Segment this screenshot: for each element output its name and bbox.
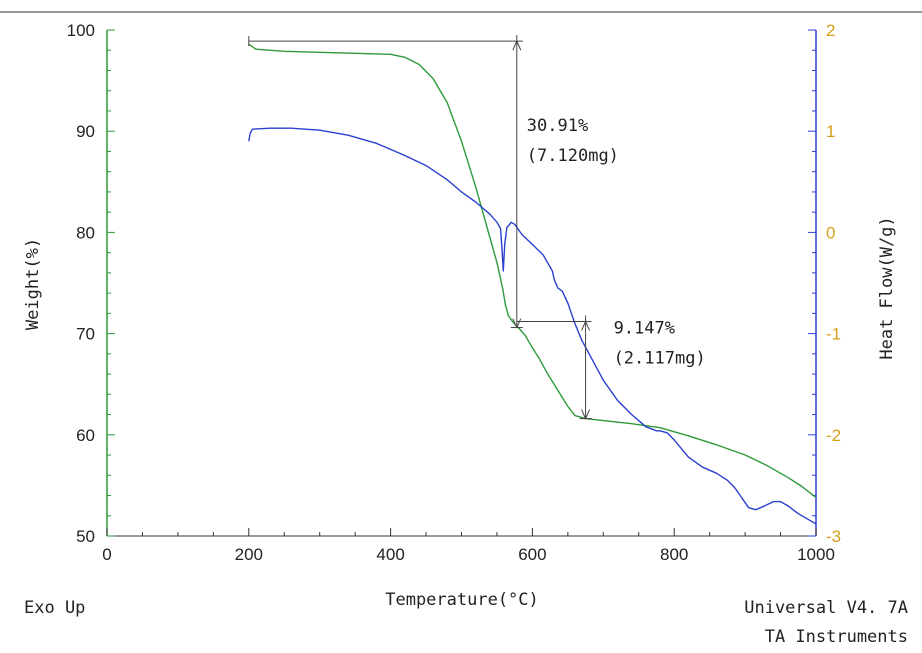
step-mass-label: (7.120mg) — [527, 146, 619, 166]
step-arrow-top — [581, 320, 591, 331]
x-axis-label: Temperature(°C) — [385, 590, 539, 610]
step-arrow-top — [512, 39, 522, 51]
y2-tick-label: 0 — [826, 223, 835, 242]
y-tick-label: 50 — [76, 527, 95, 546]
x-tick-label: 200 — [235, 545, 263, 564]
y-tick-label: 60 — [76, 426, 95, 445]
weight-line — [248, 43, 817, 499]
step-mass-label: (2.117mg) — [614, 348, 706, 368]
y2-tick-label: 2 — [826, 21, 835, 40]
y2-axis-label: Heat Flow(W/g) — [877, 216, 897, 359]
y-tick-label: 70 — [76, 325, 95, 344]
axes: 0 200 400 600 800 1000 50 60 70 80 90 100 -3 -2 -1 0 1 2 — [67, 21, 842, 564]
y2-tick-label: -2 — [826, 426, 841, 445]
vendor-name: TA Instruments — [764, 627, 908, 647]
x-tick-label: 400 — [376, 545, 404, 564]
y-axis-label: Weight(%) — [23, 238, 43, 330]
y2-tick-label: 1 — [826, 122, 835, 141]
y-tick-label: 100 — [67, 21, 95, 40]
x-tick-label: 0 — [102, 545, 111, 564]
y-tick-label: 90 — [76, 122, 95, 141]
x-tick-label: 600 — [518, 545, 546, 564]
heat-flow-line — [248, 127, 817, 525]
step-percent-label: 30.91% — [527, 116, 588, 136]
software-version: Universal V4. 7A — [744, 598, 908, 618]
y-tick-label: 80 — [76, 223, 95, 242]
x-tick-label: 1000 — [797, 545, 835, 564]
y2-tick-label: -1 — [826, 325, 841, 344]
exo-up-label: Exo Up — [24, 598, 86, 618]
y2-tick-label: -3 — [826, 527, 841, 546]
x-tick-label: 800 — [660, 545, 688, 564]
step-percent-label: 9.147% — [614, 318, 675, 338]
annotations-group: 30.91% (7.120mg) 9.147% (2.117mg) — [248, 35, 706, 420]
